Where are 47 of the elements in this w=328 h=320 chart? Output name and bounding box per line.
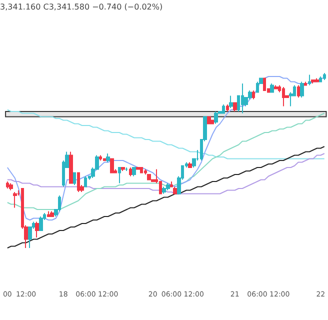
candlestick <box>297 84 300 98</box>
candlestick <box>222 104 225 114</box>
candlestick <box>311 80 315 84</box>
candlestick <box>129 167 132 177</box>
candlestick <box>233 102 237 112</box>
candlestick <box>214 111 218 124</box>
candlestick <box>315 78 319 82</box>
candlestick <box>252 90 255 100</box>
candlestick <box>106 153 110 163</box>
candlestick <box>13 192 17 208</box>
candlestick <box>35 221 39 238</box>
candlestick <box>274 84 278 90</box>
candlestick <box>110 158 114 174</box>
candlestick <box>121 167 125 172</box>
candlestick <box>47 210 50 217</box>
candlestick <box>211 120 214 124</box>
candlestick <box>118 167 121 184</box>
candlestick <box>188 162 192 168</box>
candlestick <box>256 81 259 93</box>
candlestick <box>226 104 229 112</box>
candlestick <box>241 83 244 114</box>
candlestick <box>270 83 274 93</box>
text: 3,341.160 C3,341.580 −0.740 (−0.02%) <box>0 2 163 12</box>
candlestick <box>39 216 43 231</box>
candlestick <box>229 95 233 108</box>
candlestick <box>73 172 76 186</box>
candlestick <box>319 76 322 82</box>
candlestick <box>304 81 307 86</box>
candlestick <box>50 210 54 217</box>
candlestick <box>99 154 102 161</box>
candlestick <box>300 81 304 98</box>
candlestick <box>69 151 73 184</box>
candlestick <box>9 182 13 191</box>
candlestick <box>132 167 136 177</box>
candlestick <box>323 72 326 80</box>
candlestick <box>140 167 143 174</box>
candlestick <box>308 74 311 86</box>
candlestick <box>282 86 285 107</box>
candlestick <box>6 181 9 189</box>
candlestick <box>263 78 266 91</box>
candlestick <box>166 182 170 191</box>
candlestick <box>136 167 140 170</box>
candlestick <box>103 158 106 161</box>
candlestick <box>207 116 211 124</box>
candlestick <box>162 186 166 194</box>
candlestick <box>84 176 87 188</box>
candlestick <box>77 172 80 192</box>
